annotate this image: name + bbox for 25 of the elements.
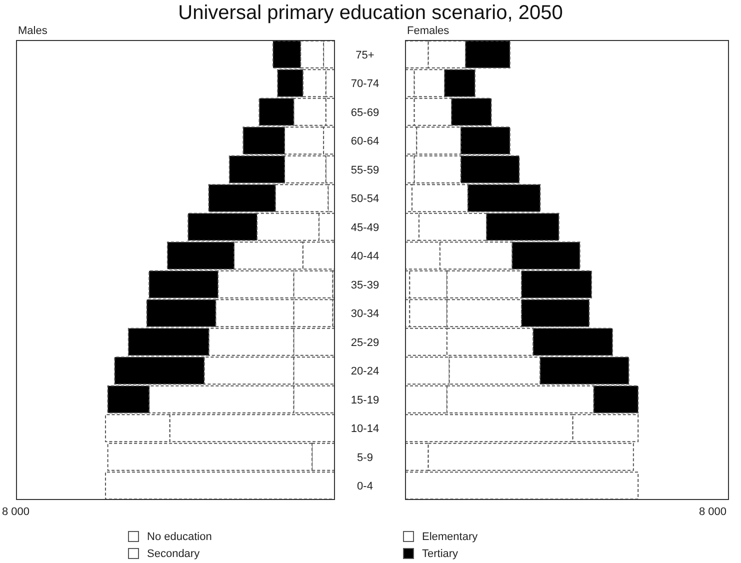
legend-label: Secondary	[147, 548, 200, 560]
y-tick-label: 40-44	[350, 250, 380, 263]
y-tick-label: 0-4	[357, 480, 373, 493]
y-tick-label: 30-34	[350, 308, 380, 320]
y-tick-label: 25-29	[350, 336, 380, 349]
y-tick-label: 65-69	[350, 106, 380, 119]
y-tick-label: 15-19	[350, 394, 380, 406]
text: 8 000	[699, 506, 727, 518]
y-tick-label: 20-24	[350, 366, 380, 378]
y-tick-label: 75+	[356, 49, 374, 62]
y-tick-label: 5-9	[357, 452, 373, 464]
y-tick-label: 60-64	[350, 136, 380, 148]
y-tick-label: 35-39	[350, 279, 380, 292]
legend-label: No education	[147, 530, 212, 542]
legend-label: Tertiary	[422, 548, 458, 560]
chart-subtitle: Females	[407, 25, 450, 37]
y-tick-label: 70-74	[350, 78, 380, 90]
legend-label: Elementary	[422, 530, 478, 542]
y-tick-label: 55-59	[350, 164, 380, 176]
text: 8 000	[2, 506, 30, 518]
chart-subtitle: Males	[18, 25, 48, 37]
y-tick-label: 10-14	[350, 423, 380, 436]
y-tick-label: 45-49	[350, 222, 380, 234]
chart-title: Universal primary education scenario, 2050	[177, 2, 564, 25]
y-tick-label: 50-54	[350, 193, 380, 206]
